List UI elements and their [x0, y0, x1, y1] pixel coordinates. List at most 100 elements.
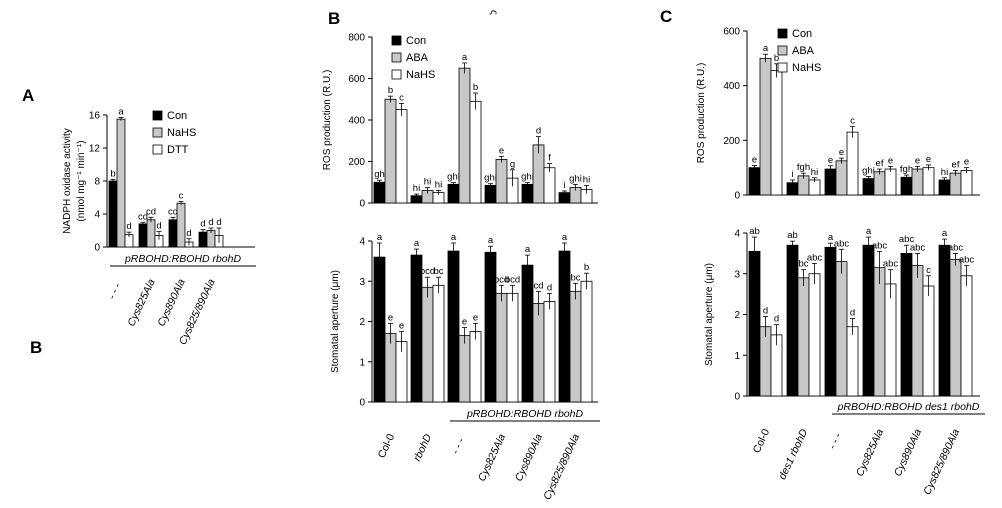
- bar-c-bottom-nahs: [884, 283, 897, 397]
- bar-c-bottom-aba: [759, 326, 772, 397]
- bar-c-top-aba: [759, 57, 772, 196]
- sig-letter-a: cd: [168, 206, 178, 217]
- bar-b-bottom-con: [447, 250, 460, 403]
- y-tick-label-c-top: 600: [723, 27, 740, 38]
- sig-letter-c-bottom: a: [828, 232, 834, 243]
- sig-letter-c-top: e: [752, 154, 757, 165]
- bar-b-bottom-nahs: [543, 300, 556, 403]
- y-tick-label-c-top: 200: [723, 136, 740, 147]
- sig-letter-c-bottom: bc: [798, 259, 808, 270]
- y-axis-title-b-bottom: Stomatal aperture (μm): [330, 270, 341, 373]
- bar-b-top-con: [521, 183, 534, 204]
- bar-b-bottom-aba: [421, 286, 434, 403]
- bar-b-top-nahs: [469, 100, 482, 204]
- bar-b-top-nahs: [395, 109, 408, 204]
- sig-letter-b-top: d: [536, 126, 541, 137]
- legend-label-b: NaHS: [406, 69, 435, 81]
- bar-c-bottom-nahs: [846, 326, 859, 397]
- bar-b-top-aba: [495, 159, 508, 204]
- genotype-bracket-label: pRBOHD:RBOHD rbohD: [466, 408, 584, 420]
- y-tick-label-c-bottom: 3: [734, 269, 740, 280]
- bar-c-bottom-nahs: [960, 275, 973, 397]
- bar-c-top-con: [938, 179, 951, 196]
- sig-letter-b-top: e: [499, 145, 504, 156]
- bar-c-top-aba: [835, 160, 848, 196]
- bar-c-top-con: [900, 176, 913, 196]
- bar-b-bottom-aba: [458, 335, 471, 403]
- x-category-label: Cys825/890Ala: [921, 427, 962, 497]
- sig-letter-c-bottom: abc: [872, 240, 888, 251]
- sig-letter-b-bottom: a: [488, 235, 494, 246]
- bar-b-bottom-aba: [495, 292, 508, 403]
- bar-b-bottom-aba: [532, 302, 545, 403]
- bar-c-bottom-nahs: [922, 285, 935, 397]
- x-category-label: Cys825/890Ala: [541, 432, 582, 502]
- x-category-label: Cys890Ala: [892, 427, 924, 478]
- x-category-label: des1 rbohD: [776, 427, 810, 482]
- legend-swatch-c: [777, 45, 788, 56]
- bar-b-bottom-aba: [569, 290, 582, 403]
- legend-swatch-a: [152, 127, 163, 138]
- sig-letter-b-top: ghi: [521, 172, 534, 183]
- y-tick-label-a: 16: [89, 111, 101, 122]
- y-tick-label-b-bottom: 0: [359, 398, 365, 409]
- panel-label-b-left: B: [30, 338, 42, 357]
- bar-b-bottom-nahs: [506, 292, 519, 403]
- x-category-label: Cys825Ala: [476, 432, 508, 483]
- sig-letter-a: d: [208, 217, 213, 228]
- sig-letter-b-top: b: [473, 82, 478, 93]
- sig-letter-c-top: e: [964, 157, 969, 168]
- legend-label-b: ABA: [406, 52, 429, 64]
- bar-c-bottom-aba: [949, 259, 962, 397]
- sig-letter-b-top: ghi: [569, 173, 582, 184]
- genotype-bracket-label: pRBOHD:RBOHD rbohD: [124, 253, 242, 265]
- legend-swatch-b: [391, 35, 402, 46]
- legend-swatch-a: [152, 110, 163, 121]
- sig-letter-b-bottom: b: [584, 262, 589, 273]
- sig-letter-c-bottom: ab: [787, 230, 798, 241]
- sig-letter-b-bottom: e: [399, 321, 404, 332]
- legend-label-b: Con: [406, 35, 426, 47]
- y-axis-title-a: (nmol mg⁻¹ min⁻¹): [76, 140, 87, 221]
- legend-label-c: ABA: [792, 45, 815, 57]
- bar-a-nahs: [146, 219, 156, 248]
- sig-letter-c-bottom: abc: [807, 253, 823, 264]
- sig-letter-c-top: ef: [876, 158, 884, 169]
- sig-letter-c-top: hi: [941, 167, 948, 178]
- sig-letter-a: c: [179, 191, 184, 202]
- sig-letter-c-top: ef: [952, 159, 960, 170]
- sig-letter-b-bottom: a: [377, 232, 383, 243]
- bar-b-bottom-nahs: [432, 284, 445, 403]
- sig-letter-b-bottom: e: [462, 317, 467, 328]
- sig-letter-c-top: i: [791, 169, 793, 180]
- legend-label-a: NaHS: [167, 127, 196, 139]
- bar-c-top-nahs: [846, 131, 859, 196]
- stray-glyph: ς: [488, 10, 499, 15]
- y-tick-label-a: 12: [89, 144, 101, 155]
- sig-letter-b-top: f: [548, 153, 551, 164]
- sig-letter-c-top: e: [828, 155, 833, 166]
- sig-letter-c-bottom: ab: [749, 226, 760, 237]
- x-category-label: Col-0: [751, 427, 773, 455]
- sig-letter-c-top: fgh: [900, 164, 913, 175]
- legend-swatch-b: [391, 69, 402, 80]
- y-tick-label-b-bottom: 4: [359, 237, 365, 248]
- sig-letter-b-bottom: a: [562, 232, 568, 243]
- bar-c-top-nahs: [922, 167, 935, 196]
- sig-letter-c-bottom: abc: [883, 259, 899, 270]
- sig-letter-a: a: [118, 106, 124, 117]
- legend-label-c: Con: [792, 28, 812, 40]
- bar-a-con: [138, 223, 148, 248]
- bar-c-bottom-aba: [873, 267, 886, 397]
- sig-letter-a: cd: [138, 211, 148, 222]
- sig-letter-a: d: [126, 221, 131, 232]
- legend-label-a: Con: [167, 110, 187, 122]
- x-category-label: Cys890Ala: [513, 432, 545, 483]
- y-tick-label-b-top: 400: [348, 116, 365, 127]
- bar-c-bottom-con: [862, 244, 875, 397]
- sig-letter-b-top: hi: [424, 176, 431, 187]
- y-tick-label-b-top: 0: [359, 199, 365, 210]
- bar-c-top-aba: [873, 171, 886, 196]
- sig-letter-c-bottom: d: [774, 314, 779, 325]
